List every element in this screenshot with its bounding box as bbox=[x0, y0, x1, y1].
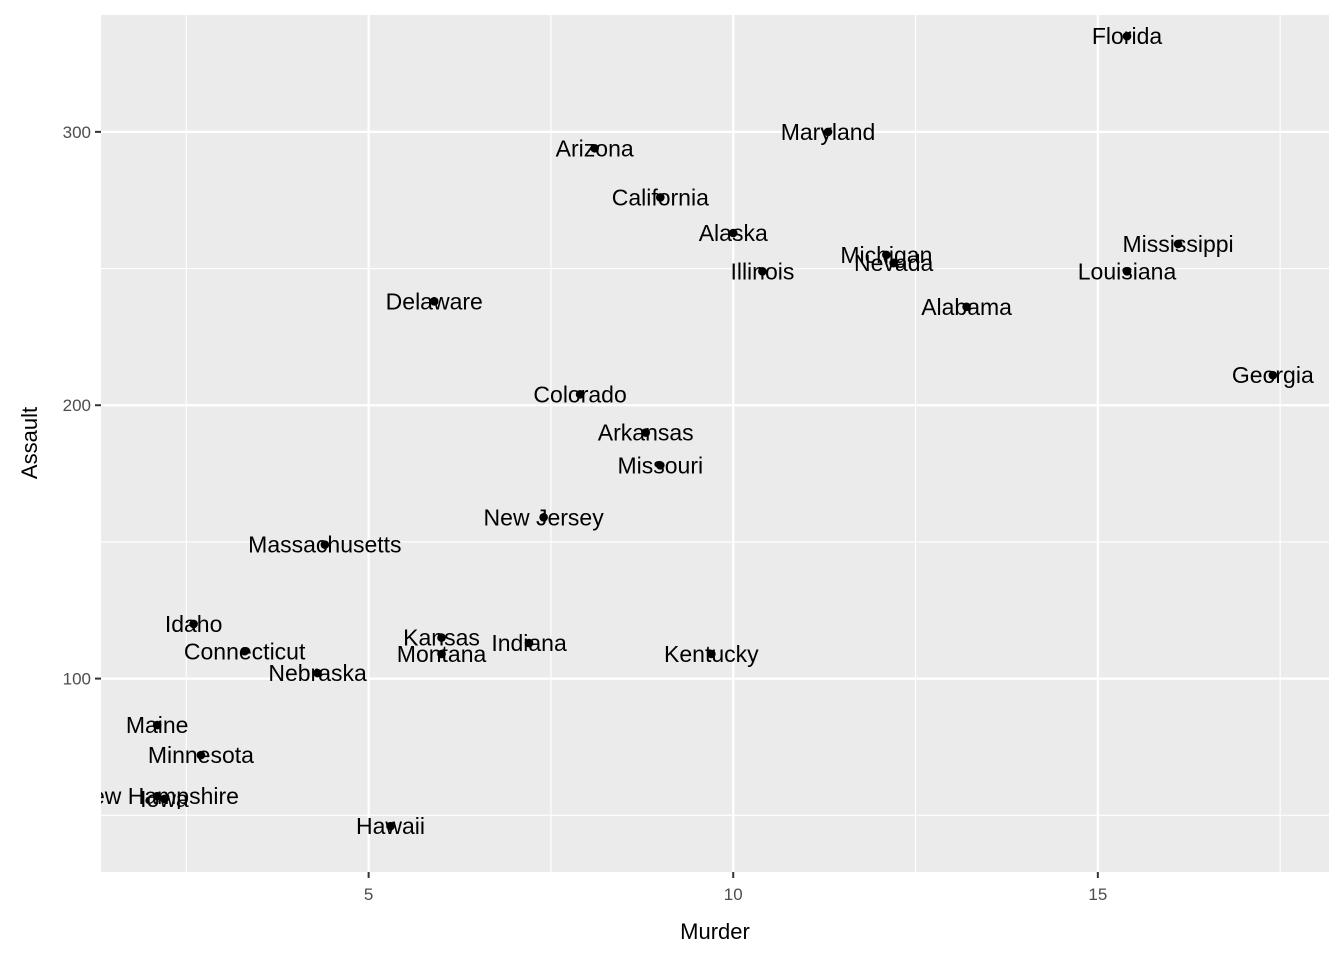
point-label: Hawaii bbox=[356, 813, 425, 839]
point-label: Colorado bbox=[533, 381, 626, 407]
point-label: Maine bbox=[126, 712, 189, 738]
data-point bbox=[1122, 31, 1132, 41]
data-point bbox=[240, 646, 249, 656]
data-point bbox=[539, 513, 548, 522]
point-label: Massachusetts bbox=[248, 532, 401, 558]
data-point bbox=[386, 821, 395, 831]
data-point bbox=[160, 794, 169, 804]
point-label: Kansas bbox=[403, 625, 480, 651]
point-label: California bbox=[612, 184, 709, 210]
point-label: Illinois bbox=[730, 258, 794, 284]
data-point bbox=[823, 127, 833, 137]
point-label: Nebraska bbox=[268, 660, 367, 686]
point-label: Idaho bbox=[165, 611, 223, 637]
point-label: Delaware bbox=[386, 288, 483, 314]
point-label: Iowa bbox=[140, 786, 189, 812]
data-point bbox=[889, 258, 898, 268]
data-point bbox=[656, 193, 665, 202]
x-axis-title: Murder bbox=[680, 919, 750, 944]
point-label: Alabama bbox=[921, 294, 1012, 320]
data-point bbox=[313, 668, 322, 678]
plot-panel bbox=[101, 15, 1329, 872]
data-point bbox=[656, 461, 665, 470]
point-label: New Jersey bbox=[484, 504, 605, 530]
data-point bbox=[590, 143, 599, 153]
point-label: Nevada bbox=[854, 250, 933, 276]
point-label: Arizona bbox=[556, 135, 634, 161]
data-point bbox=[437, 633, 446, 642]
x-tick-label: 10 bbox=[724, 885, 743, 904]
point-label: Louisiana bbox=[1078, 258, 1177, 284]
x-tick-label: 15 bbox=[1088, 885, 1107, 904]
point-label: Michigan bbox=[840, 242, 932, 268]
data-point bbox=[152, 791, 162, 801]
data-point bbox=[196, 750, 206, 760]
data-point bbox=[882, 250, 891, 260]
point-label: Arkansas bbox=[598, 420, 694, 446]
x-axis-ticks: 5 10 15 bbox=[364, 872, 1107, 904]
data-point bbox=[707, 649, 716, 659]
point-label: Maryland bbox=[781, 119, 876, 145]
point-label: Minnesota bbox=[148, 742, 254, 768]
x-tick-label: 5 bbox=[364, 885, 373, 904]
point-label: Missouri bbox=[617, 452, 703, 478]
point-label: Mississippi bbox=[1122, 231, 1233, 257]
data-point bbox=[962, 302, 971, 312]
y-tick-label: 100 bbox=[63, 670, 91, 689]
point-label: Indiana bbox=[491, 630, 567, 656]
point-label: Georgia bbox=[1232, 362, 1314, 388]
data-point bbox=[728, 228, 738, 238]
point-label: New Hampshire bbox=[75, 783, 239, 809]
data-point bbox=[1122, 266, 1132, 276]
point-label: Connecticut bbox=[184, 638, 306, 664]
y-tick-label: 300 bbox=[63, 123, 91, 142]
data-point bbox=[1173, 239, 1183, 249]
data-points bbox=[152, 31, 1278, 831]
data-point bbox=[189, 619, 198, 629]
point-label: Florida bbox=[1092, 23, 1163, 49]
point-labels: Florida Maryland Arizona California Alaska Mi… bbox=[75, 23, 1314, 839]
data-point bbox=[429, 297, 439, 306]
data-point bbox=[437, 649, 446, 659]
y-tick-label: 200 bbox=[63, 396, 91, 415]
data-point bbox=[524, 638, 534, 648]
data-point bbox=[575, 389, 585, 399]
data-point bbox=[1268, 370, 1278, 380]
point-label: Alaska bbox=[699, 220, 768, 246]
point-label: Kentucky bbox=[664, 641, 759, 667]
data-point bbox=[641, 428, 651, 437]
point-label: Montana bbox=[397, 641, 487, 667]
y-axis-ticks: 100 200 300 bbox=[63, 123, 101, 689]
data-point bbox=[758, 266, 767, 276]
y-axis-title: Assault bbox=[17, 407, 42, 479]
grid-lines bbox=[101, 15, 1329, 872]
data-point bbox=[152, 720, 162, 730]
data-point bbox=[320, 540, 330, 549]
